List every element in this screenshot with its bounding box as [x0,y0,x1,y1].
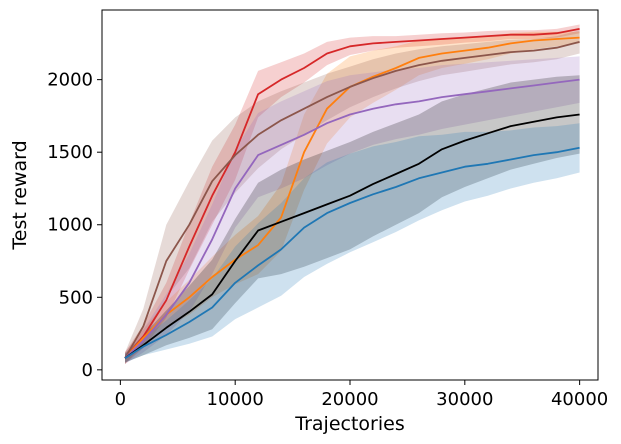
y-tick-label: 1000 [47,215,93,236]
series-3-line [124,41,580,359]
x-tick-label: 40000 [551,389,608,410]
series-6-band [125,123,580,363]
y-tick-label: 500 [59,287,93,308]
series-1-band [125,24,580,364]
y-tick-label: 2000 [47,70,93,91]
x-tick-label: 20000 [321,389,378,410]
x-tick-label: 0 [115,389,126,410]
y-axis-label: Test reward [9,140,31,250]
series-lines [124,28,580,359]
series-4-band [125,56,580,365]
series-6-line [124,146,580,359]
series-5-line [124,113,580,359]
y-axis-ticks: 0 500 1000 1500 2000 [47,70,102,381]
y-tick-label: 0 [82,360,93,381]
x-tick-label: 10000 [207,389,264,410]
series-4-line [124,78,580,359]
series-5-band [125,75,580,363]
x-axis-label: Trajectories [294,413,404,435]
series-1-line [124,28,580,359]
series-3-band [125,30,580,365]
x-tick-label: 30000 [436,389,493,410]
x-axis-ticks: 0 10000 20000 30000 40000 [115,380,608,410]
y-tick-label: 1500 [47,142,93,163]
